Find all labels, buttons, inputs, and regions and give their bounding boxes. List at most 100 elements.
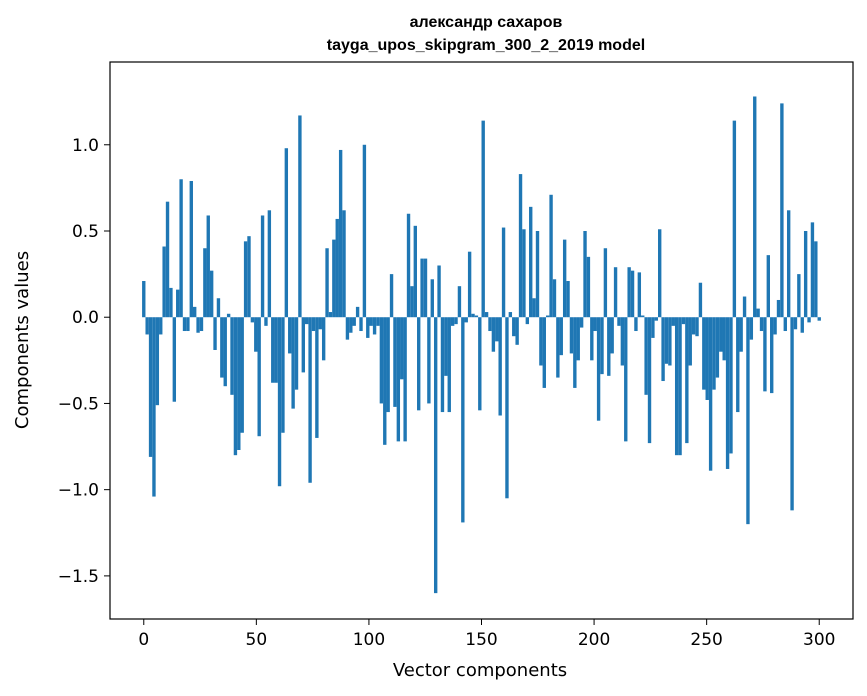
bar [203,248,207,318]
bar [338,149,343,318]
bar [291,317,295,409]
bar [444,317,448,376]
bar [552,279,557,318]
bar [725,317,730,469]
bar [233,317,238,456]
bar [634,317,638,332]
bar [624,317,628,442]
bar [237,317,241,450]
bar [708,317,713,471]
bar [566,281,570,318]
y-tick-label: −0.5 [58,394,99,414]
x-tick-label: 250 [690,630,722,650]
bar [691,317,696,335]
bar [501,227,506,318]
bar [447,317,451,413]
bar [770,317,774,394]
bar [678,317,682,456]
bar [240,317,244,433]
bar [199,317,204,332]
bar [539,317,543,366]
bar [467,251,472,318]
bar [355,306,360,318]
bar [162,246,166,318]
bar [298,115,302,318]
bar [817,317,821,321]
bar [630,270,635,318]
bar [532,298,536,318]
bar [318,317,322,330]
bar [736,317,740,413]
bar [603,248,608,318]
bar [359,317,363,332]
bar [763,317,767,392]
bar [196,317,200,333]
bar [352,317,356,326]
bar [145,317,149,335]
bar [508,312,513,318]
bar [797,274,801,318]
bar [427,317,431,404]
bar [182,317,187,332]
bar [471,313,475,318]
bar [176,289,180,318]
bar [393,317,397,407]
bar [213,317,217,350]
bar [362,144,367,318]
bar [562,239,567,318]
chart-title-line-1: александр сахаров [410,14,563,31]
bar [617,317,621,326]
bar [481,120,485,318]
bar [148,317,153,457]
bar [220,317,224,378]
bar [746,317,750,525]
bar [478,317,482,411]
bar [542,317,546,388]
bar [321,317,326,361]
bar [610,317,614,354]
bar [311,317,316,332]
bar [223,317,227,387]
bar [756,308,760,318]
y-tick-label: −1.5 [58,567,99,587]
bar [712,317,716,390]
bar [491,317,496,352]
bar [651,317,655,338]
bar [674,317,679,456]
x-axis-ticks: 0 50 100 150 200 250 300 [138,619,835,650]
bar [658,229,662,318]
bar [498,317,502,416]
bar [247,236,251,318]
bar [719,317,723,352]
bar [620,317,625,366]
bar [786,210,791,318]
bar [288,317,292,354]
bar [793,317,798,330]
bar [790,317,794,511]
bar [226,313,231,318]
bar [759,317,764,332]
bar [250,317,255,323]
bar [301,317,305,373]
bar [729,317,733,454]
bar [814,241,818,318]
bar [766,255,770,318]
bar [664,317,669,364]
bar [607,317,611,376]
bar [654,317,658,321]
bar [807,317,811,323]
bar [152,317,156,497]
y-axis-ticks: −1.5 −1.0 −0.5 0.0 0.5 1.0 [58,136,110,587]
bar [522,229,526,318]
bar [209,270,214,318]
bar [688,317,692,366]
y-tick-label: 0.5 [72,222,99,242]
bar [773,317,777,335]
bar [559,317,563,356]
bar [264,317,268,326]
bar [325,248,329,318]
bar [172,317,177,402]
bar [308,317,312,483]
bar [668,317,672,366]
bar [495,317,499,342]
